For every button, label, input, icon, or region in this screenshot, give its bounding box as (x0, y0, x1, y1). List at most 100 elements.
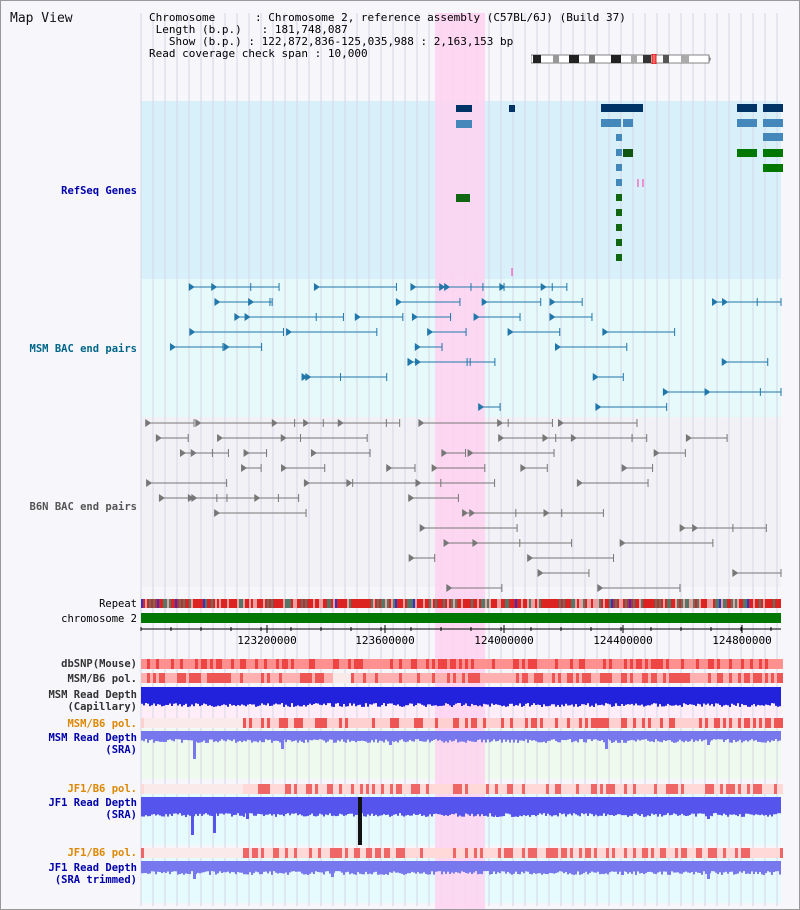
repeat-segment (193, 599, 195, 608)
read-depth-bar (571, 731, 573, 743)
polymorphism-cell (657, 848, 660, 858)
read-depth-bar (191, 731, 193, 741)
read-depth-bar (631, 687, 633, 704)
bac-end-marker (189, 328, 196, 336)
repeat-segment (143, 599, 145, 608)
bac-end-marker (499, 283, 506, 291)
read-depth-bar (185, 731, 187, 740)
read-depth-bar (211, 861, 213, 872)
read-depth-bar (597, 687, 599, 706)
polymorphism-cell (180, 659, 183, 669)
read-depth-bar (439, 687, 441, 706)
read-depth-bar (165, 687, 167, 705)
gene-feature (616, 254, 622, 261)
read-depth-bar (261, 687, 263, 704)
repeat-segment (631, 599, 633, 608)
repeat-segment (531, 599, 533, 608)
repeat-segment (419, 599, 421, 608)
read-depth-bar (555, 861, 557, 874)
read-depth-bar (507, 731, 509, 740)
polymorphism-cell (204, 718, 207, 728)
track-label-msm-depth-sra: MSM Read Depth (SRA) (48, 732, 137, 756)
polymorphism-cell (333, 784, 336, 794)
read-depth-bar (577, 731, 579, 743)
read-depth-bar (755, 861, 757, 872)
polymorphism-cell (669, 784, 672, 794)
repeat-segment (253, 599, 255, 608)
read-depth-bar (253, 731, 255, 742)
polymorphism-cell (213, 784, 216, 794)
repeat-segment (597, 599, 599, 608)
read-depth-bar (763, 687, 765, 706)
repeat-segment (555, 599, 557, 608)
read-depth-bar (549, 797, 551, 816)
polymorphism-cell (234, 784, 237, 794)
polymorphism-cell (708, 718, 711, 728)
read-depth-bar (379, 731, 381, 741)
polymorphism-cell (213, 848, 216, 858)
polymorphism-cell (735, 718, 738, 728)
read-depth-bar (257, 687, 259, 707)
polymorphism-cell (399, 848, 402, 858)
read-depth-bar (465, 861, 467, 873)
repeat-segment (373, 599, 375, 608)
read-depth-bar (503, 861, 505, 872)
read-depth-bar (325, 687, 327, 706)
polymorphism-cell (408, 848, 411, 858)
repeat-segment (621, 599, 623, 608)
repeat-segment (501, 599, 503, 608)
repeat-segment (181, 599, 183, 608)
read-depth-spike (605, 731, 608, 749)
repeat-segment (645, 599, 647, 608)
repeat-segment (697, 599, 699, 608)
polymorphism-cell (552, 659, 555, 669)
read-depth-bar (729, 797, 731, 815)
repeat-segment (601, 599, 603, 608)
chromosome-ideogram[interactable] (531, 54, 711, 64)
polymorphism-cell (447, 718, 450, 728)
read-depth-bar (507, 861, 509, 872)
read-depth-bar (525, 797, 527, 816)
repeat-segment (747, 599, 749, 608)
repeat-segment (503, 599, 505, 608)
repeat-segment (715, 599, 717, 608)
read-depth-bar (371, 797, 373, 814)
polymorphism-cell (768, 659, 771, 669)
read-depth-bar (403, 731, 405, 742)
read-depth-bar (401, 861, 403, 874)
polymorphism-cell (459, 784, 462, 794)
read-depth-bar (529, 687, 531, 707)
read-depth-bar (601, 797, 603, 816)
polymorphism-cell (591, 659, 594, 669)
read-depth-bar (583, 861, 585, 874)
repeat-segment (277, 599, 279, 608)
read-depth-bar (653, 861, 655, 874)
read-depth-bar (393, 861, 395, 872)
polymorphism-cell (438, 718, 441, 728)
polymorphism-cell (636, 673, 639, 683)
read-depth-bar (575, 797, 577, 815)
read-depth-bar (623, 687, 625, 706)
read-depth-bar (275, 797, 277, 817)
read-depth-bar (425, 687, 427, 707)
read-depth-bar (169, 731, 171, 740)
polymorphism-cell (291, 848, 294, 858)
polymorphism-cell (375, 718, 378, 728)
repeat-segment (605, 599, 607, 608)
polymorphism-cell (564, 848, 567, 858)
repeat-segment (695, 599, 697, 608)
gene-feature (456, 105, 472, 112)
read-depth-bar (195, 687, 197, 704)
read-depth-bar (171, 797, 173, 816)
read-depth-bar (329, 797, 331, 814)
read-depth-bar (405, 687, 407, 706)
polymorphism-cell (513, 673, 516, 683)
read-depth-bar (691, 797, 693, 814)
read-depth-bar (459, 797, 461, 816)
polymorphism-cell (465, 718, 468, 728)
read-depth-bar (641, 797, 643, 815)
read-depth-bar (277, 687, 279, 705)
read-depth-bar (255, 731, 257, 742)
polymorphism-cell (720, 848, 723, 858)
